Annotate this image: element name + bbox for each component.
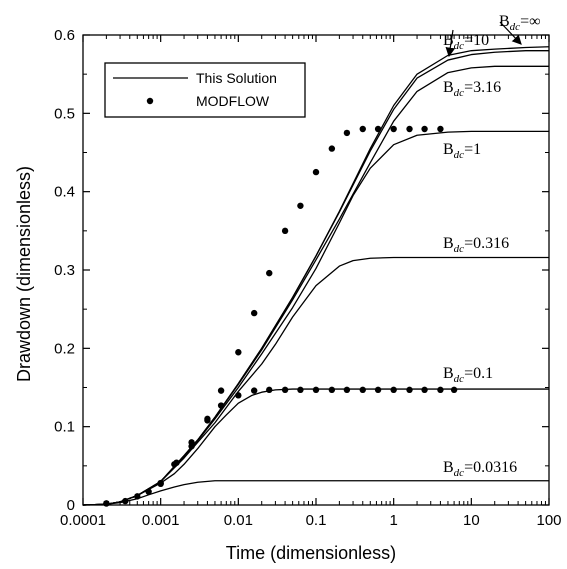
- modflow-point: [328, 386, 336, 394]
- series-layer: [82, 46, 550, 507]
- modflow-point: [122, 497, 129, 505]
- modflow-point: [312, 386, 320, 394]
- modflow-point: [390, 386, 397, 394]
- legend-label: MODFLOW: [196, 93, 270, 109]
- x-axis-label: Time (dimensionless): [226, 543, 396, 563]
- label-bdc-inf: Bdc=∞: [499, 13, 541, 33]
- modflow-point: [328, 145, 336, 152]
- y-tick-label: 0.5: [54, 105, 75, 122]
- modflow-point: [281, 386, 289, 394]
- x-tick-label: 0.0001: [60, 512, 106, 529]
- modflow-point: [217, 387, 225, 394]
- modflow-point: [157, 479, 164, 487]
- x-tick-label: 0.001: [142, 512, 180, 529]
- series-line: [82, 50, 549, 506]
- y-axis-label: Drawdown (dimensionless): [14, 166, 34, 382]
- legend-label: This Solution: [196, 70, 277, 86]
- modflow-point: [406, 386, 413, 394]
- x-tick-label: 1: [389, 512, 397, 529]
- modflow-point: [343, 129, 351, 137]
- modflow-point: [374, 125, 382, 133]
- modflow-point: [406, 125, 413, 133]
- label-bdc-1: Bdc=1: [443, 141, 481, 161]
- modflow-point: [188, 439, 195, 446]
- modflow-point: [281, 227, 289, 235]
- arrow-bdc-inf: [499, 21, 522, 45]
- modflow-point: [235, 349, 242, 356]
- y-tick-label: 0.3: [54, 262, 75, 279]
- legend: This Solution MODFLOW: [104, 62, 306, 118]
- modflow-point: [421, 125, 428, 133]
- modflow-point: [450, 386, 458, 394]
- modflow-point: [266, 386, 273, 394]
- x-tick-label: 0.01: [224, 512, 253, 529]
- modflow-point: [437, 125, 444, 133]
- modflow-point: [390, 125, 397, 133]
- modflow-point: [312, 168, 320, 176]
- annotation-layer: Bdc=10 Bdc=∞ Bdc=3.16 Bdc=1 Bdc=0.316 Bdc=0.1…: [443, 13, 541, 479]
- modflow-point: [297, 386, 304, 394]
- label-bdc-0-1: Bdc=0.1: [443, 365, 493, 385]
- series-line: [82, 388, 549, 506]
- modflow-point: [134, 493, 141, 500]
- modflow-point: [421, 386, 428, 394]
- modflow-point: [359, 125, 366, 133]
- x-tick-label: 10: [463, 512, 480, 529]
- modflow-point: [359, 386, 366, 394]
- legend-box: [104, 62, 306, 118]
- legend-dot-swatch: [146, 97, 154, 105]
- label-bdc-0-0316: Bdc=0.0316: [443, 459, 517, 479]
- modflow-point: [374, 386, 382, 394]
- modflow-point: [437, 386, 444, 394]
- modflow-point: [250, 387, 258, 394]
- modflow-point: [343, 386, 351, 394]
- series-line: [82, 130, 549, 506]
- modflow-point: [204, 417, 211, 424]
- modflow-point: [235, 392, 242, 399]
- axes: 0.0001 0.001 0.01 0.1 1 10 100 0 0.1 0.2 0.3 0.4 0.5…: [54, 27, 561, 529]
- arrow-bdc-10: [445, 29, 456, 58]
- series-line: [82, 480, 549, 506]
- y-tick-label: 0.2: [54, 340, 75, 357]
- modflow-point: [266, 269, 273, 277]
- x-tick-label: 0.1: [306, 512, 327, 529]
- label-bdc-3-16: Bdc=3.16: [443, 79, 501, 99]
- modflow-point: [217, 402, 225, 409]
- modflow-point: [103, 500, 110, 507]
- y-tick-label: 0.4: [54, 184, 75, 201]
- y-tick-label: 0: [67, 497, 75, 514]
- modflow-point: [250, 309, 258, 317]
- modflow-point: [171, 461, 178, 468]
- y-tick-label: 0.6: [54, 27, 75, 44]
- y-tick-label: 0.1: [54, 419, 75, 436]
- label-bdc-0-316: Bdc=0.316: [443, 235, 509, 255]
- x-tick-label: 100: [536, 512, 561, 529]
- modflow-point: [145, 488, 152, 495]
- label-bdc-10: Bdc=10: [443, 32, 489, 52]
- modflow-point: [297, 202, 304, 209]
